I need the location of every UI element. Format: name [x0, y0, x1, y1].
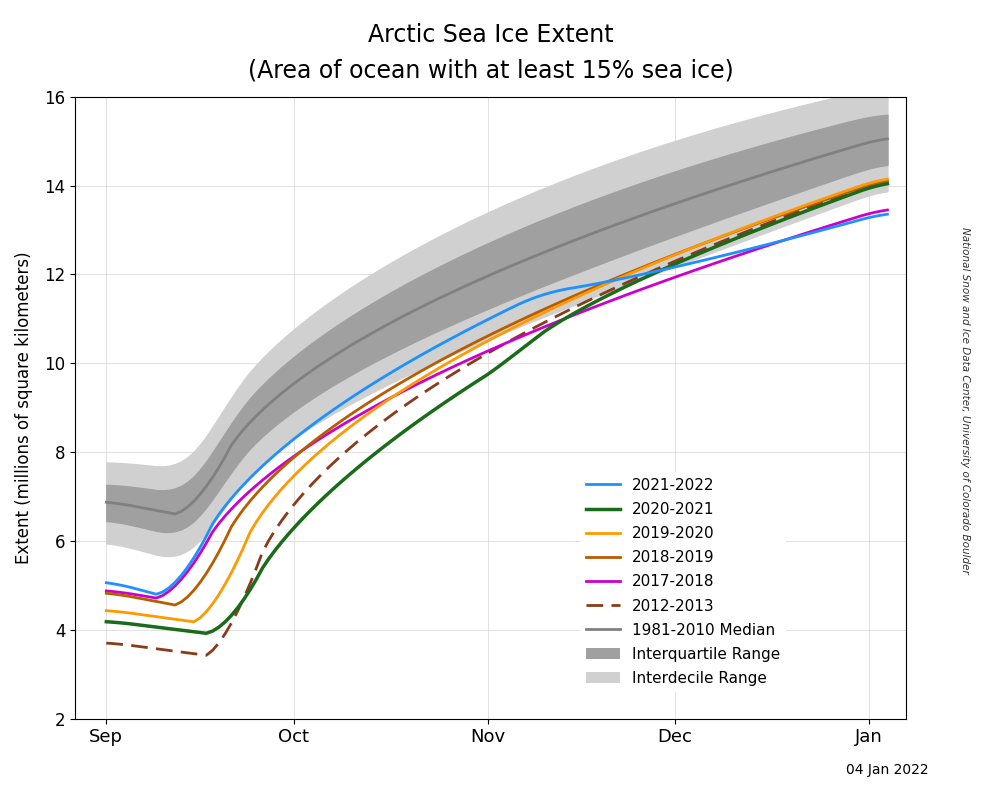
Text: National Snow and Ice Data Center, University of Colorado Boulder: National Snow and Ice Data Center, Unive…: [960, 226, 970, 574]
Text: 04 Jan 2022: 04 Jan 2022: [846, 763, 929, 777]
Y-axis label: Extent (millions of square kilometers): Extent (millions of square kilometers): [15, 251, 33, 564]
Title: Arctic Sea Ice Extent
(Area of ocean with at least 15% sea ice): Arctic Sea Ice Extent (Area of ocean wit…: [248, 23, 734, 82]
Legend: 2021-2022, 2020-2021, 2019-2020, 2018-2019, 2017-2018, 2012-2013, 1981-2010 Medi: 2021-2022, 2020-2021, 2019-2020, 2018-20…: [580, 472, 786, 692]
